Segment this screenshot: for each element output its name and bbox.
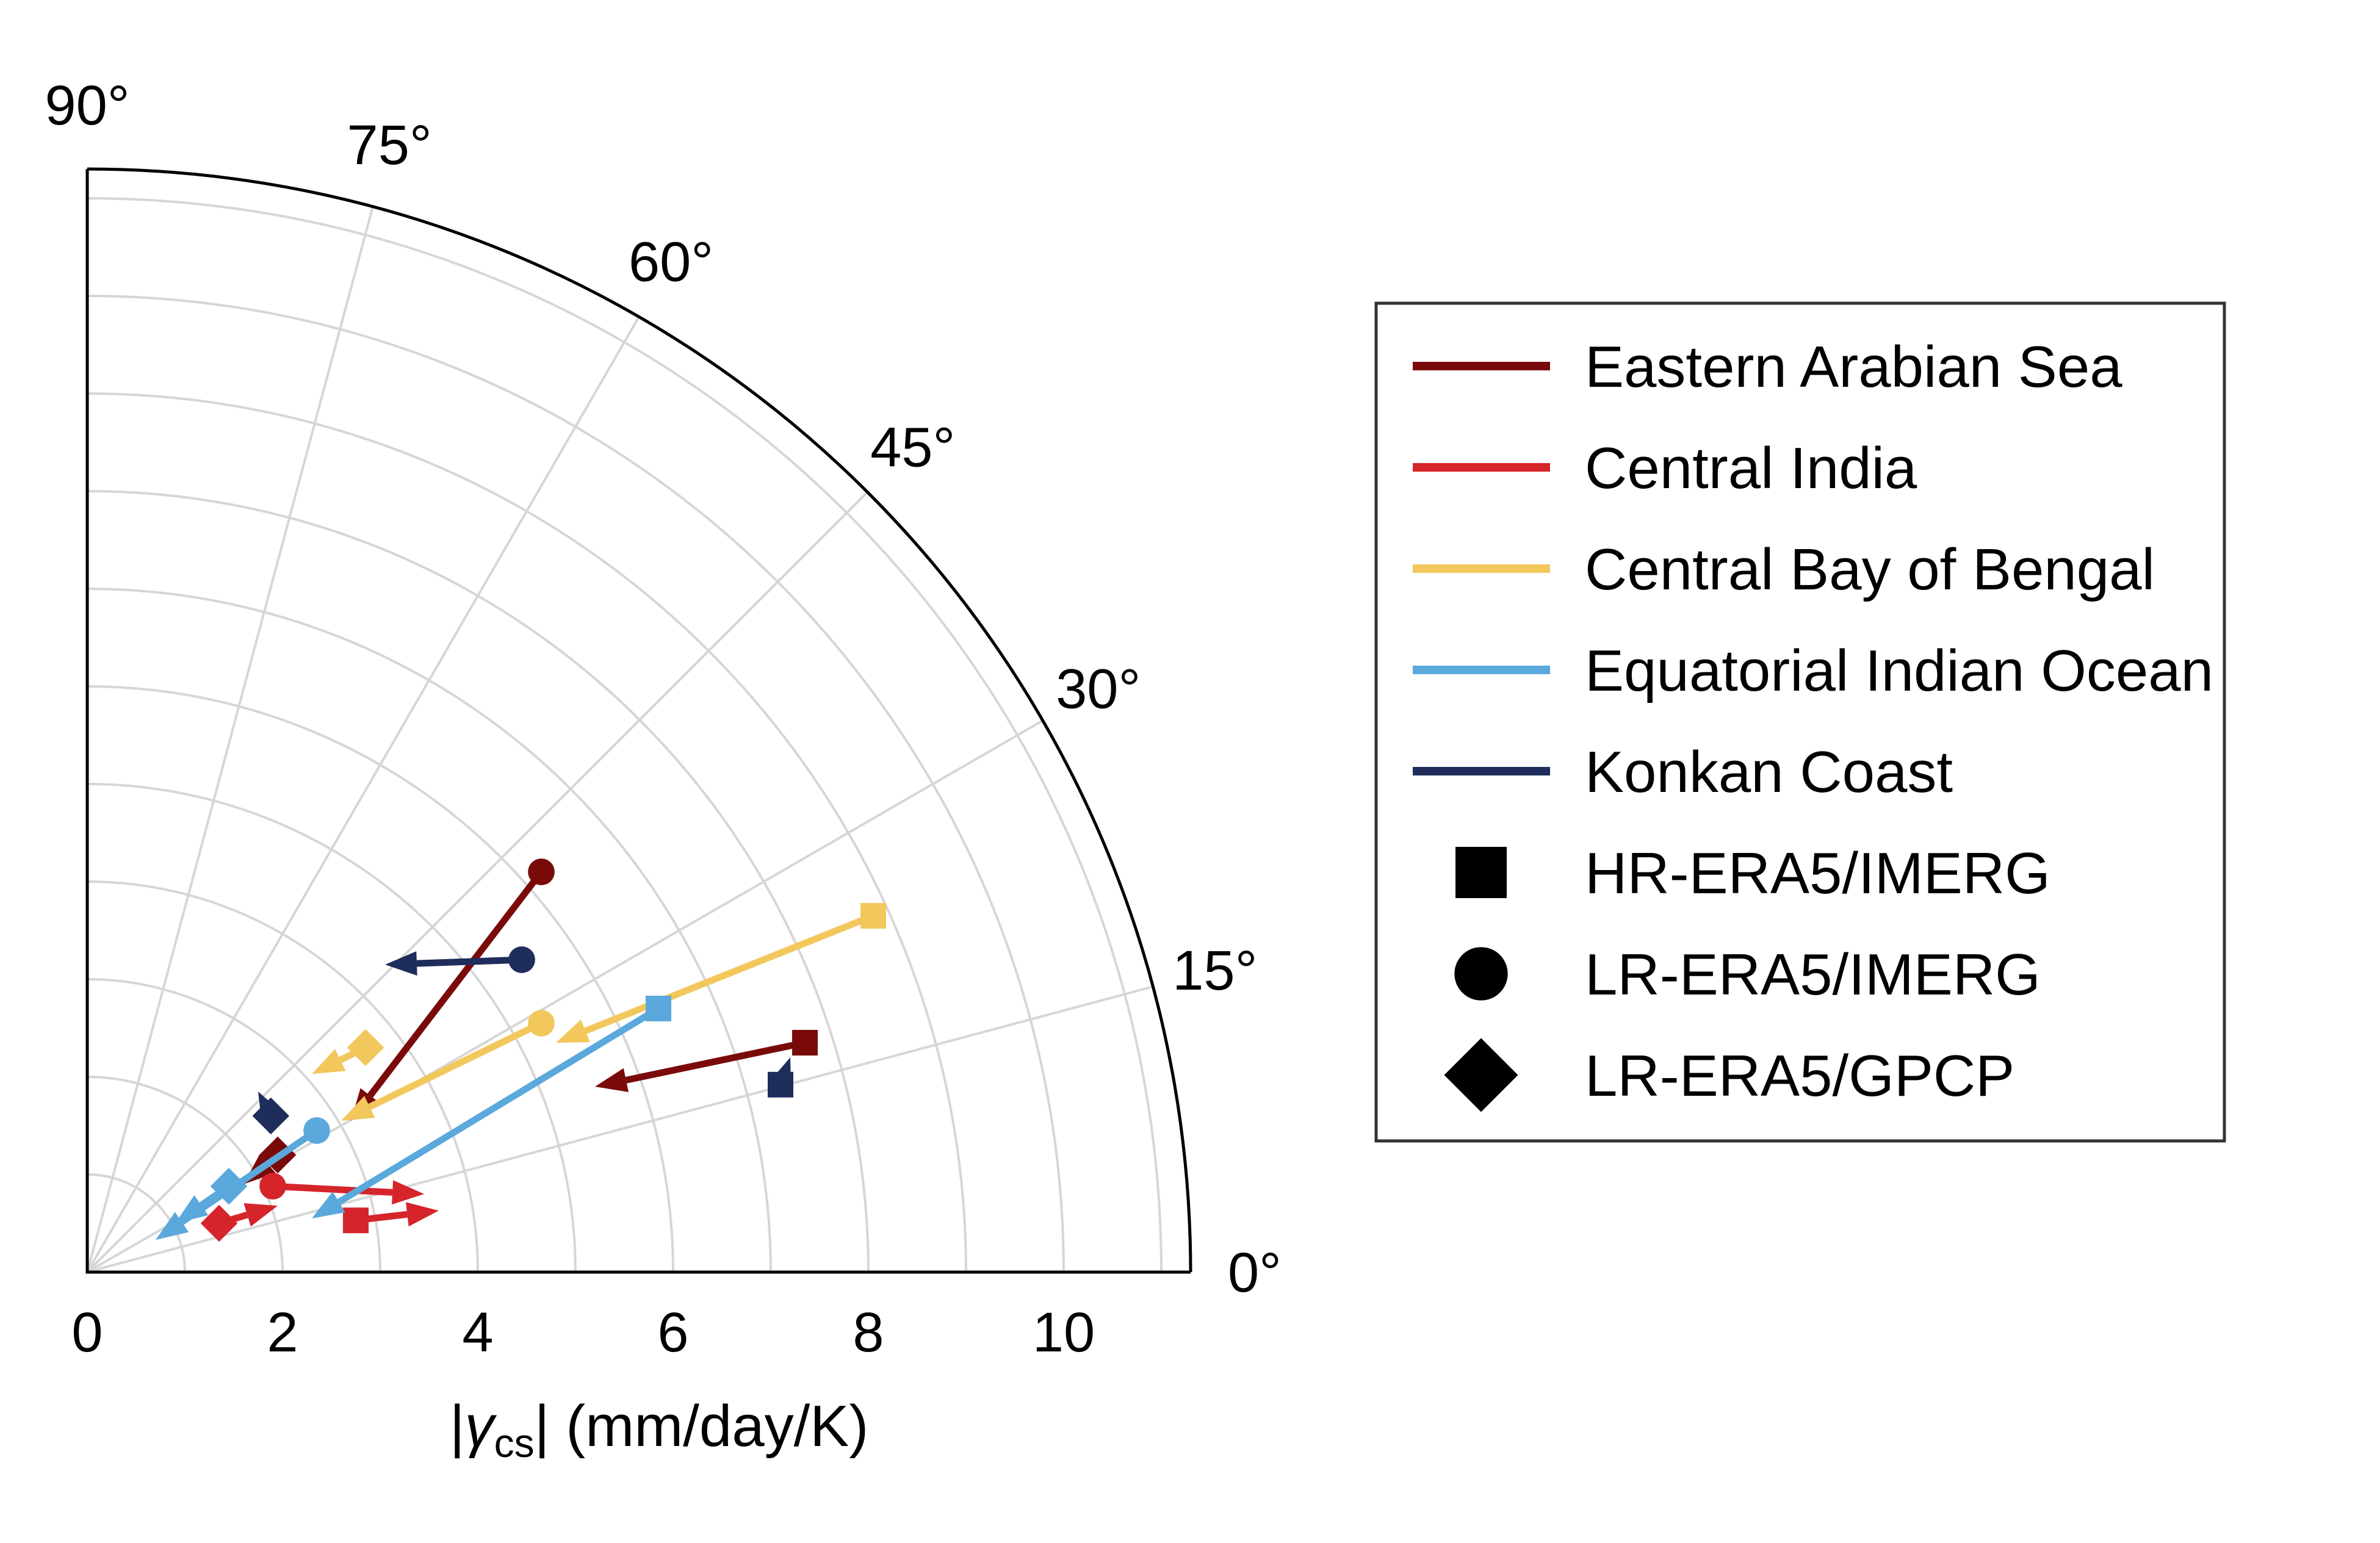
arrow-shaft — [416, 956, 522, 967]
arrow-start-marker — [303, 1117, 330, 1144]
angular-tick-label: 60° — [629, 231, 713, 293]
legend-series-label: Equatorial Indian Ocean — [1585, 638, 2213, 703]
radial-axis-label-subscript: cs — [494, 1420, 535, 1466]
data-arrow — [200, 1203, 278, 1242]
angular-tick-label: 0° — [1228, 1242, 1282, 1304]
radial-axis-label-suffix: | (mm/day/K) — [535, 1394, 869, 1459]
arrow-shaft — [337, 1005, 660, 1205]
legend-marker-swatch — [1454, 947, 1508, 1001]
legend: Eastern Arabian Sea Central India Central … — [1374, 301, 2226, 1143]
arrow-head — [385, 951, 417, 976]
legend-series-label: Eastern Arabian Sea — [1585, 334, 2122, 400]
axis-spines — [85, 169, 1191, 1274]
radial-tick-label: 10 — [1033, 1301, 1095, 1364]
legend-marker-swatch — [1444, 1038, 1518, 1112]
radial-axis-label-symbol: γ — [465, 1394, 497, 1459]
arrow-shaft — [368, 1020, 543, 1110]
data-arrow — [343, 1202, 439, 1234]
arrow-shaft — [367, 869, 544, 1098]
arrow-start-marker — [768, 1071, 793, 1098]
data-arrow — [341, 1010, 555, 1121]
arrow-shaft — [625, 1039, 806, 1084]
arrow-start-marker — [528, 858, 555, 885]
arrow-shaft — [272, 1182, 393, 1196]
arrow-start-marker — [200, 1204, 238, 1242]
arrow-shaft — [584, 912, 875, 1034]
legend-box — [1374, 301, 2226, 1143]
arrow-head — [243, 1203, 278, 1227]
arrow-start-marker — [860, 903, 886, 929]
angular-tick-label: 45° — [870, 416, 955, 478]
angular-gridline — [87, 985, 1153, 1272]
radial-tick-label: 8 — [853, 1301, 884, 1364]
angular-tick-label: 90° — [45, 74, 129, 137]
data-arrow — [175, 1167, 248, 1223]
arrow-start-marker — [210, 1167, 248, 1205]
arrow-start-marker — [343, 1207, 369, 1234]
data-arrow — [312, 1029, 384, 1074]
arrow-head — [392, 1180, 424, 1205]
outer-arc — [87, 167, 1192, 1273]
radial-tick-label: 6 — [657, 1301, 688, 1364]
legend-series-label: Konkan Coast — [1585, 739, 1953, 805]
tick-labels: 0 2 4 6 8 10 0° 15° 30° 45° 60° 75° 90° — [45, 74, 1282, 1364]
arrow-start-marker — [528, 1010, 555, 1037]
arrow-start-marker — [347, 1029, 384, 1066]
arrow-head — [175, 1195, 209, 1223]
data-arrow — [385, 946, 535, 976]
arrow-head — [312, 1049, 346, 1074]
arrow-head — [341, 1096, 375, 1121]
legend-marker-label: HR-ERA5/IMERG — [1585, 841, 2050, 906]
data-arrow — [595, 1030, 818, 1092]
data-arrows — [156, 858, 886, 1242]
legend-series-label: Central Bay of Bengal — [1585, 537, 2155, 602]
data-arrow — [768, 1057, 793, 1098]
angular-tick-label: 75° — [347, 114, 432, 176]
arrow-head — [595, 1068, 629, 1092]
data-arrow — [556, 903, 886, 1043]
radial-axis-label: |γcs| (mm/day/K) — [450, 1394, 869, 1466]
arrow-start-marker — [646, 996, 671, 1021]
radial-tick-label: 2 — [267, 1301, 298, 1364]
data-arrow — [259, 1173, 424, 1205]
radial-axis-label-prefix: | — [450, 1394, 465, 1459]
angular-gridline — [87, 491, 868, 1272]
data-arrow — [351, 858, 555, 1121]
polar-frame — [85, 167, 1192, 1274]
polar-grid — [87, 197, 1163, 1272]
legend-marker-label: LR-ERA5/IMERG — [1585, 942, 2041, 1007]
arrow-head — [156, 1212, 189, 1240]
arrow-start-marker — [792, 1030, 818, 1056]
legend-marker-label: LR-ERA5/GPCP — [1585, 1043, 2014, 1109]
angular-gridline — [87, 206, 374, 1272]
arrow-start-marker — [259, 1173, 286, 1200]
legend-series-label: Central India — [1585, 436, 1917, 501]
radial-tick-label: 4 — [462, 1301, 493, 1364]
arrow-head — [312, 1191, 345, 1218]
arrow-start-marker — [508, 946, 535, 973]
angular-tick-label: 30° — [1056, 658, 1141, 721]
legend-marker-swatch — [1455, 847, 1507, 898]
radial-tick-label: 0 — [71, 1301, 103, 1364]
arrow-head — [406, 1202, 439, 1227]
arrow-start-marker — [252, 1097, 290, 1135]
data-arrow — [252, 1092, 290, 1135]
data-arrow — [312, 996, 671, 1218]
angular-gridline — [87, 316, 640, 1272]
arrow-head — [556, 1020, 590, 1043]
angular-tick-label: 15° — [1172, 940, 1257, 1002]
